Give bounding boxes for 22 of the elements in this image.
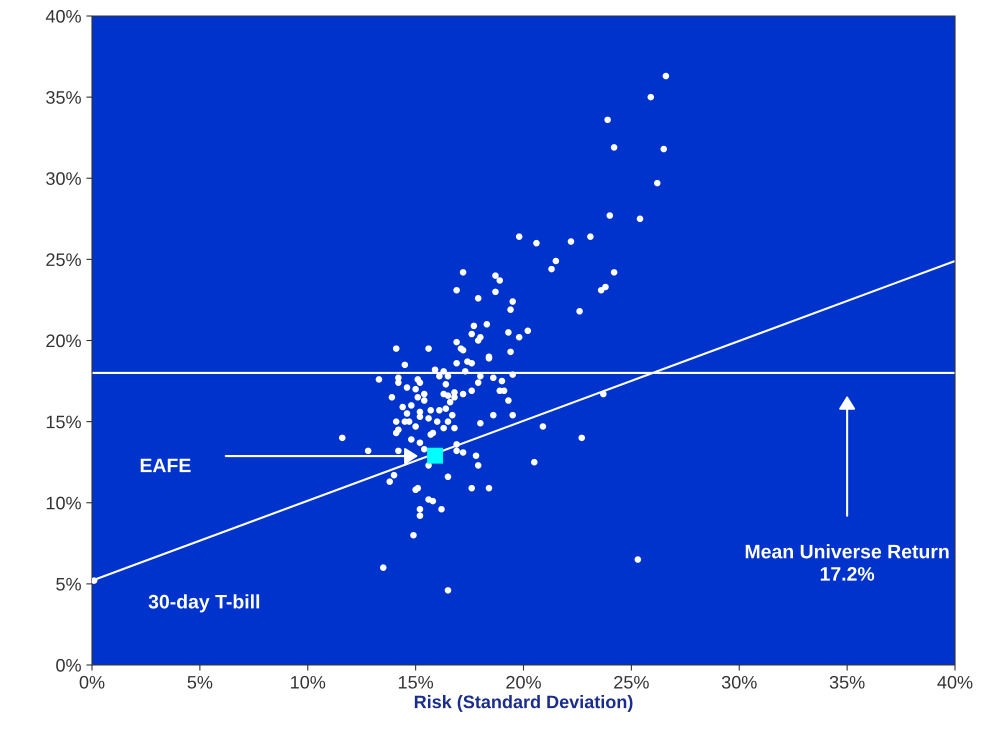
x-tick-label: 10% [291, 676, 326, 689]
x-tick-label: 25% [614, 676, 649, 689]
y-tick-label: 30% [46, 172, 81, 185]
annotation: Mean Universe Return 17.2% [746, 544, 949, 581]
x-tick-label: 35% [830, 676, 865, 689]
y-tick-label: 0% [56, 658, 81, 672]
annotation: 30-day T-bill [148, 594, 260, 612]
x-tick-label: 0% [80, 676, 104, 689]
y-tick-label: 5% [56, 578, 81, 591]
y-tick-label: 20% [46, 334, 81, 348]
x-tick-label: 15% [398, 676, 434, 689]
y-tick-label: 10% [46, 496, 81, 510]
x-tick-label: 30% [722, 676, 757, 689]
x-axis-title: Risk (Standard Deviation) [414, 695, 632, 712]
y-tick-label: 25% [46, 253, 81, 266]
y-tick-label: 40% [46, 10, 81, 23]
annotation: EAFE [140, 458, 191, 472]
y-tick-label: 15% [46, 416, 81, 428]
x-tick-label: 40% [937, 676, 972, 689]
x-tick-label: 20% [506, 676, 541, 689]
y-tick-label: 35% [46, 91, 81, 104]
x-tick-label: 5% [188, 676, 212, 689]
